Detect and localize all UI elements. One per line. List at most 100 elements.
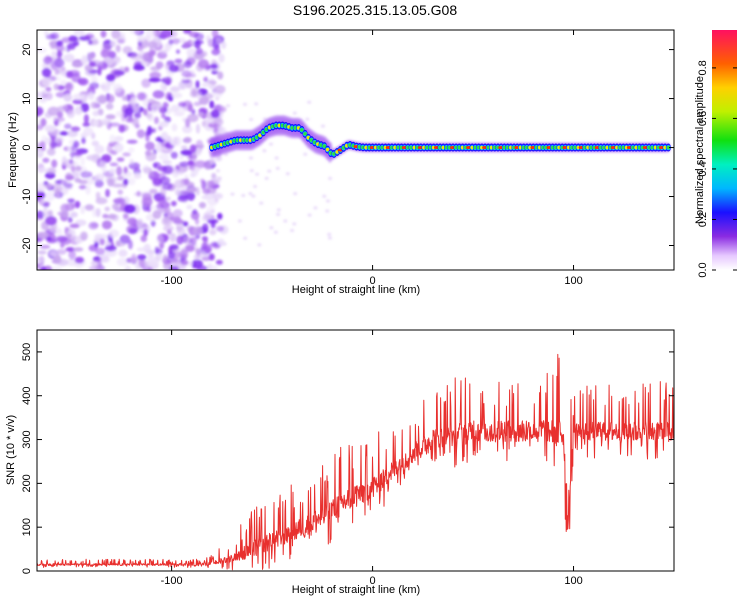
- noise-blob: [98, 95, 107, 104]
- noise-blob: [122, 96, 128, 101]
- noise-blob: [303, 153, 307, 156]
- noise-blob: [221, 41, 226, 49]
- noise-blob: [184, 179, 189, 186]
- noise-blob: [40, 198, 45, 203]
- noise-blob: [186, 205, 192, 210]
- noise-blob: [173, 137, 179, 145]
- y-tick-label: 10: [21, 92, 33, 104]
- noise-blob: [201, 83, 212, 87]
- noise-blob: [274, 231, 278, 234]
- noise-blob: [128, 240, 133, 250]
- noise-blob: [129, 228, 138, 234]
- noise-blob: [43, 202, 49, 208]
- noise-blob: [95, 175, 100, 182]
- noise-blob: [37, 232, 49, 239]
- noise-blob: [131, 254, 136, 262]
- noise-blob: [43, 56, 52, 64]
- noise-blob: [85, 34, 94, 39]
- noise-blob: [94, 242, 98, 248]
- noise-blob: [175, 189, 181, 196]
- noise-blob: [194, 40, 201, 49]
- noise-blob: [250, 169, 254, 172]
- noise-blob: [269, 143, 273, 146]
- noise-blob: [116, 45, 121, 53]
- noise-blob: [96, 192, 101, 200]
- noise-blob: [255, 173, 259, 176]
- noise-blob: [105, 189, 110, 197]
- noise-blob: [313, 206, 317, 209]
- noise-blob: [101, 49, 110, 58]
- noise-blob: [147, 113, 153, 121]
- noise-blob: [243, 103, 247, 106]
- noise-blob: [192, 209, 197, 214]
- noise-blob: [275, 156, 279, 159]
- noise-blob: [39, 141, 46, 150]
- snr-panel: -100 0 100 0100200300400500 Height of stra…: [5, 330, 674, 596]
- noise-blob: [160, 29, 172, 38]
- noise-blob: [45, 92, 52, 100]
- noise-blob: [149, 78, 161, 83]
- noise-blob: [102, 44, 113, 50]
- noise-blob: [105, 245, 117, 251]
- noise-blob: [68, 217, 73, 223]
- snr-y-axis-label: SNR (10 * v/v): [5, 415, 17, 485]
- noise-blob: [92, 119, 98, 126]
- noise-blob: [159, 107, 165, 114]
- noise-blob: [87, 92, 95, 99]
- noise-blob: [216, 226, 224, 232]
- noise-blob: [201, 242, 207, 249]
- noise-blob: [191, 166, 199, 174]
- noise-blob: [106, 103, 114, 109]
- noise-blob: [162, 160, 172, 164]
- noise-blob: [102, 220, 112, 229]
- y-tick-label: 20: [21, 43, 33, 55]
- noise-blob: [187, 187, 197, 193]
- noise-blob: [195, 248, 200, 253]
- noise-blob: [209, 253, 215, 260]
- noise-blob: [194, 254, 201, 260]
- noise-blob: [217, 213, 222, 220]
- noise-blob: [185, 73, 196, 77]
- noise-blob: [47, 226, 57, 231]
- noise-blob: [81, 31, 86, 37]
- noise-blob: [130, 97, 138, 106]
- noise-blob: [38, 168, 49, 172]
- noise-blob: [216, 169, 220, 172]
- colorbar-gradient: [712, 30, 737, 270]
- noise-blob: [80, 231, 88, 240]
- noise-blob: [136, 191, 140, 197]
- noise-blob: [104, 207, 110, 212]
- heatmap-panel: -100 0 100 -20-1001020 Height of straight …: [7, 27, 674, 296]
- noise-blob: [149, 189, 157, 194]
- noise-blob: [102, 85, 111, 92]
- noise-blob: [153, 90, 165, 98]
- noise-blob: [81, 137, 85, 144]
- noise-blob: [47, 148, 56, 156]
- noise-blob: [191, 237, 197, 246]
- noise-blob: [92, 141, 99, 147]
- noise-blob: [42, 68, 51, 77]
- noise-blob: [325, 210, 329, 213]
- noise-blob: [49, 250, 57, 256]
- noise-blob: [123, 179, 128, 186]
- noise-blob: [173, 219, 184, 224]
- noise-blob: [57, 111, 63, 118]
- noise-blob: [226, 104, 230, 107]
- noise-blob: [188, 261, 192, 266]
- noise-blob: [80, 206, 85, 215]
- noise-blob: [84, 114, 89, 124]
- noise-blob: [170, 233, 177, 242]
- y-tick-label: 200: [21, 474, 33, 492]
- noise-blob: [145, 142, 155, 151]
- noise-blob: [95, 61, 103, 65]
- noise-blob: [307, 101, 311, 104]
- noise-blob: [180, 249, 189, 259]
- noise-blob: [169, 65, 179, 73]
- noise-blob: [328, 177, 332, 180]
- noise-blob: [55, 44, 64, 51]
- noise-blob: [147, 126, 152, 136]
- noise-blob: [137, 45, 143, 51]
- noise-blob: [276, 213, 280, 216]
- noise-blob: [110, 134, 115, 143]
- figure-title: S196.2025.315.13.05.G08: [293, 2, 457, 18]
